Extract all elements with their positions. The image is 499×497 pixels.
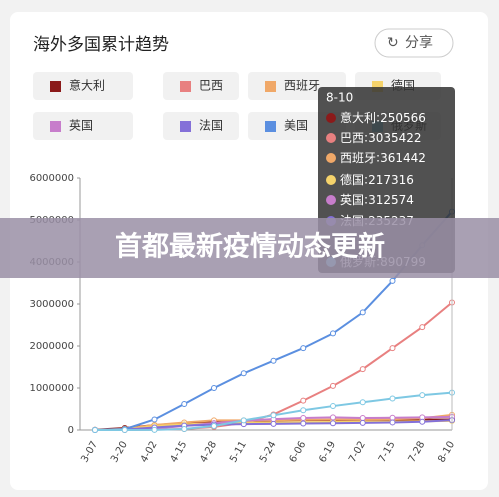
- data-point: [330, 382, 336, 389]
- data-point: [121, 427, 128, 433]
- legend-swatch: [265, 121, 276, 132]
- data-point: [211, 385, 217, 391]
- tooltip-name: 巴西: [340, 131, 364, 145]
- data-point: [240, 370, 247, 377]
- legend-label: 意大利: [69, 78, 105, 93]
- y-tick-label: 3000000: [29, 299, 74, 310]
- tooltip-swatch: [326, 113, 336, 123]
- data-point: [419, 392, 426, 399]
- tooltip-swatch: [326, 175, 336, 185]
- data-point: [300, 420, 307, 427]
- data-point: [270, 412, 277, 419]
- tooltip-value: 3035422: [368, 131, 421, 145]
- legend-label: 巴西: [199, 79, 223, 93]
- share-button[interactable]: [374, 28, 454, 58]
- tooltip-value: 361442: [380, 151, 426, 165]
- tooltip-row: 巴西:3035422: [340, 131, 422, 145]
- share-icon: ↻: [387, 35, 399, 51]
- data-point: [330, 330, 336, 337]
- data-point: [330, 414, 336, 421]
- legend-label: 美国: [284, 119, 308, 133]
- legend-label: 西班牙: [284, 79, 320, 93]
- tooltip-swatch: [326, 195, 336, 205]
- title: 海外多国累计趋势: [33, 35, 169, 55]
- legend-swatch: [50, 121, 61, 132]
- legend-swatch: [372, 81, 383, 92]
- data-point: [300, 345, 307, 352]
- legend-chip[interactable]: [163, 72, 239, 100]
- legend-chip[interactable]: [33, 112, 133, 140]
- data-point: [330, 403, 336, 410]
- data-point: [419, 324, 426, 331]
- data-point: [270, 357, 277, 364]
- tooltip-date: 8-10: [326, 91, 353, 105]
- data-point: [359, 415, 366, 422]
- tooltip-name: 德国: [340, 172, 364, 187]
- y-tick-label: 0: [68, 425, 74, 436]
- data-point: [270, 420, 277, 427]
- share-label[interactable]: 分享: [405, 34, 433, 51]
- data-point: [359, 309, 366, 316]
- data-point: [330, 420, 336, 427]
- data-point: [359, 399, 366, 406]
- data-point: [419, 418, 426, 425]
- data-point: [151, 426, 158, 433]
- data-point: [389, 277, 396, 284]
- data-point: [300, 397, 307, 404]
- tooltip-row: 西班牙:361442: [340, 151, 426, 165]
- y-tick-label: 2000000: [29, 341, 74, 352]
- legend-swatch: [180, 81, 191, 92]
- legend-label: 法国: [199, 119, 223, 133]
- data-point: [211, 423, 217, 430]
- data-point: [181, 425, 188, 432]
- data-point: [389, 395, 396, 402]
- tooltip-value: 250566: [380, 111, 426, 125]
- legend-label: 英国: [69, 119, 93, 133]
- data-point: [389, 345, 396, 352]
- tooltip-swatch: [326, 153, 336, 163]
- banner[interactable]: [0, 218, 499, 278]
- data-point: [359, 419, 366, 426]
- legend-chip[interactable]: [33, 72, 133, 100]
- data-point: [92, 427, 98, 433]
- y-tick-label: 6000000: [29, 173, 74, 184]
- data-point: [359, 366, 366, 373]
- banner-text[interactable]: 首都最新疫情动态更新: [115, 231, 385, 263]
- data-point: [151, 416, 158, 423]
- tooltip-row: 德国:217316: [340, 172, 414, 187]
- data-point: [181, 400, 188, 407]
- legend-swatch: [265, 81, 276, 92]
- data-point: [300, 407, 307, 414]
- data-point: [389, 419, 396, 426]
- tooltip-value: 217316: [368, 173, 414, 187]
- legend-swatch: [180, 121, 191, 132]
- y-tick-label: 1000000: [29, 383, 74, 394]
- tooltip-name: 意大利: [340, 110, 376, 125]
- tooltip-name: 西班牙: [340, 151, 376, 165]
- legend-chip[interactable]: [163, 112, 239, 140]
- tooltip-swatch: [326, 133, 336, 143]
- data-point: [300, 415, 307, 422]
- legend-swatch: [50, 81, 61, 92]
- data-point: [240, 417, 247, 424]
- tooltip-value: 312574: [368, 193, 414, 207]
- tooltip-row: 英国:312574: [340, 193, 414, 207]
- tooltip-name: 英国: [340, 193, 364, 207]
- tooltip-row: 意大利:250566: [340, 110, 426, 125]
